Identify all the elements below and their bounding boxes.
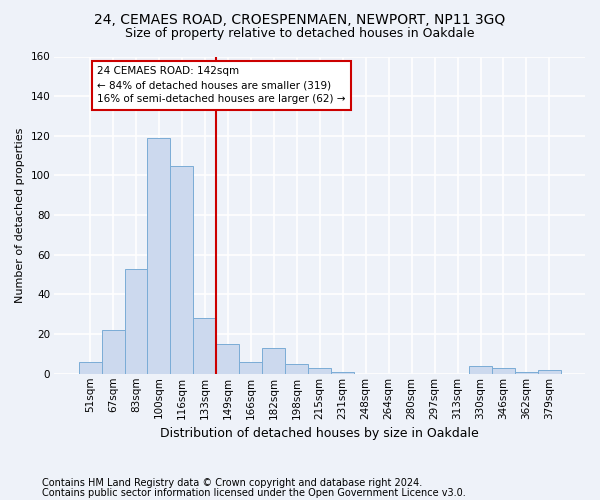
Bar bbox=[79, 362, 101, 374]
Bar bbox=[262, 348, 285, 374]
Y-axis label: Number of detached properties: Number of detached properties bbox=[15, 128, 25, 303]
Text: Size of property relative to detached houses in Oakdale: Size of property relative to detached ho… bbox=[125, 28, 475, 40]
Bar bbox=[148, 138, 170, 374]
Bar bbox=[217, 344, 239, 374]
Bar bbox=[469, 366, 492, 374]
Bar bbox=[538, 370, 561, 374]
Bar bbox=[170, 166, 193, 374]
Text: Contains public sector information licensed under the Open Government Licence v3: Contains public sector information licen… bbox=[42, 488, 466, 498]
Bar bbox=[239, 362, 262, 374]
Text: 24, CEMAES ROAD, CROESPENMAEN, NEWPORT, NP11 3GQ: 24, CEMAES ROAD, CROESPENMAEN, NEWPORT, … bbox=[94, 12, 506, 26]
Bar bbox=[515, 372, 538, 374]
Text: 24 CEMAES ROAD: 142sqm
← 84% of detached houses are smaller (319)
16% of semi-de: 24 CEMAES ROAD: 142sqm ← 84% of detached… bbox=[97, 66, 346, 104]
Bar bbox=[492, 368, 515, 374]
Bar bbox=[193, 318, 217, 374]
Bar bbox=[101, 330, 125, 374]
Bar bbox=[125, 268, 148, 374]
Bar bbox=[308, 368, 331, 374]
Bar bbox=[285, 364, 308, 374]
Bar bbox=[331, 372, 354, 374]
Text: Contains HM Land Registry data © Crown copyright and database right 2024.: Contains HM Land Registry data © Crown c… bbox=[42, 478, 422, 488]
X-axis label: Distribution of detached houses by size in Oakdale: Distribution of detached houses by size … bbox=[160, 427, 479, 440]
